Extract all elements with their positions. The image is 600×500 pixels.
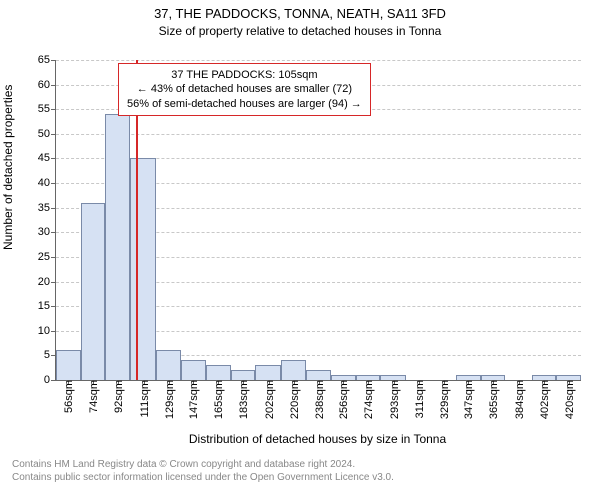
- footer-text: Contains HM Land Registry data © Crown c…: [12, 458, 394, 484]
- histogram-bar: [281, 360, 306, 380]
- y-tick-label: 55: [38, 103, 56, 115]
- x-tick-label: 111sqm: [137, 380, 151, 418]
- annotation-line-2: ← 43% of detached houses are smaller (72…: [127, 82, 362, 96]
- chart-subtitle: Size of property relative to detached ho…: [0, 24, 600, 38]
- y-tick-label: 15: [38, 300, 56, 312]
- histogram-bar: [556, 375, 581, 380]
- histogram-bar: [331, 375, 356, 380]
- x-tick-label: 202sqm: [262, 380, 276, 419]
- y-tick-label: 0: [44, 374, 56, 386]
- y-tick-label: 10: [38, 325, 56, 337]
- footer-line-2: Contains public sector information licen…: [12, 471, 394, 484]
- histogram-bar: [130, 158, 156, 380]
- x-tick-label: 147sqm: [186, 380, 200, 419]
- y-tick-label: 35: [38, 202, 56, 214]
- x-tick-label: 329sqm: [437, 380, 451, 419]
- chart-title: 37, THE PADDOCKS, TONNA, NEATH, SA11 3FD: [0, 6, 600, 21]
- annotation-line-3: 56% of semi-detached houses are larger (…: [127, 97, 362, 111]
- histogram-bar: [532, 375, 557, 380]
- histogram-bar: [56, 350, 81, 380]
- histogram-bar: [105, 114, 130, 380]
- x-tick-label: 402sqm: [537, 380, 551, 419]
- x-tick-label: 56sqm: [61, 380, 75, 413]
- y-tick-label: 25: [38, 251, 56, 263]
- x-tick-label: 74sqm: [86, 380, 100, 413]
- x-tick-label: 384sqm: [512, 380, 526, 419]
- x-tick-label: 165sqm: [211, 380, 225, 419]
- y-tick-label: 60: [38, 79, 56, 91]
- histogram-bar: [81, 203, 106, 380]
- histogram-bar: [481, 375, 506, 380]
- histogram-bar: [156, 350, 181, 380]
- y-tick-label: 20: [38, 276, 56, 288]
- y-tick-label: 40: [38, 177, 56, 189]
- x-tick-label: 256sqm: [336, 380, 350, 419]
- y-tick-label: 50: [38, 128, 56, 140]
- y-tick-label: 30: [38, 226, 56, 238]
- x-tick-label: 92sqm: [111, 380, 125, 413]
- x-tick-label: 311sqm: [412, 380, 426, 418]
- histogram-bar: [380, 375, 406, 380]
- x-tick-label: 129sqm: [162, 380, 176, 419]
- x-tick-label: 365sqm: [486, 380, 500, 419]
- plot-area: 37 THE PADDOCKS: 105sqm ← 43% of detache…: [55, 60, 581, 381]
- annotation-box: 37 THE PADDOCKS: 105sqm ← 43% of detache…: [118, 63, 371, 116]
- x-tick-label: 347sqm: [461, 380, 475, 419]
- y-tick-label: 65: [38, 54, 56, 66]
- histogram-bar: [231, 370, 256, 380]
- histogram-bar: [255, 365, 281, 380]
- x-axis-label: Distribution of detached houses by size …: [55, 432, 580, 446]
- x-tick-label: 420sqm: [562, 380, 576, 419]
- annotation-line-1: 37 THE PADDOCKS: 105sqm: [127, 68, 362, 82]
- y-tick-label: 5: [44, 349, 56, 361]
- x-tick-label: 238sqm: [312, 380, 326, 419]
- histogram-bar: [206, 365, 231, 380]
- footer-line-1: Contains HM Land Registry data © Crown c…: [12, 458, 394, 471]
- histogram-bar: [306, 370, 331, 380]
- x-tick-label: 183sqm: [236, 380, 250, 419]
- x-tick-label: 274sqm: [361, 380, 375, 419]
- y-tick-label: 45: [38, 152, 56, 164]
- histogram-bar: [456, 375, 481, 380]
- x-tick-label: 293sqm: [387, 380, 401, 419]
- y-axis-label: Number of detached properties: [1, 85, 15, 250]
- x-tick-label: 220sqm: [287, 380, 301, 419]
- chart-container: 37, THE PADDOCKS, TONNA, NEATH, SA11 3FD…: [0, 0, 600, 500]
- histogram-bar: [181, 360, 206, 380]
- histogram-bar: [356, 375, 381, 380]
